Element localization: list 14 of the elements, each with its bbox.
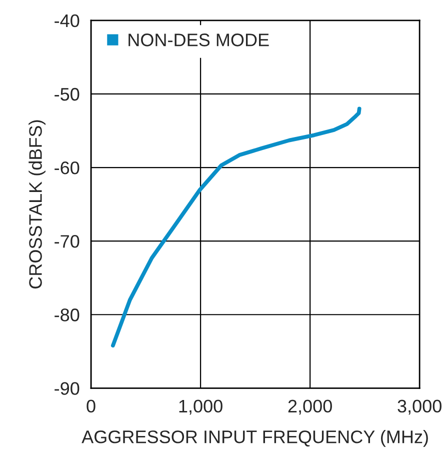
legend-label: NON-DES MODE <box>128 34 269 46</box>
y-tick-label: -90 <box>54 382 80 395</box>
x-tick-label: 1,000 <box>179 400 222 415</box>
y-axis-title: CROSSTALK (dBFS) <box>28 120 46 288</box>
y-tick-label: -70 <box>54 235 80 248</box>
x-axis-title: AGGRESSOR INPUT FREQUENCY (MHz) <box>82 430 428 447</box>
y-tick-label: -80 <box>54 308 80 322</box>
line-series <box>110 106 362 348</box>
x-tick-label: 0 <box>86 400 96 413</box>
y-tick-label: -50 <box>54 88 80 101</box>
y-tick-label: -60 <box>54 161 80 174</box>
x-tick-label: 2,000 <box>288 400 332 415</box>
x-tick-label: 3,000 <box>398 400 442 415</box>
y-tick-label: -40 <box>54 14 80 28</box>
